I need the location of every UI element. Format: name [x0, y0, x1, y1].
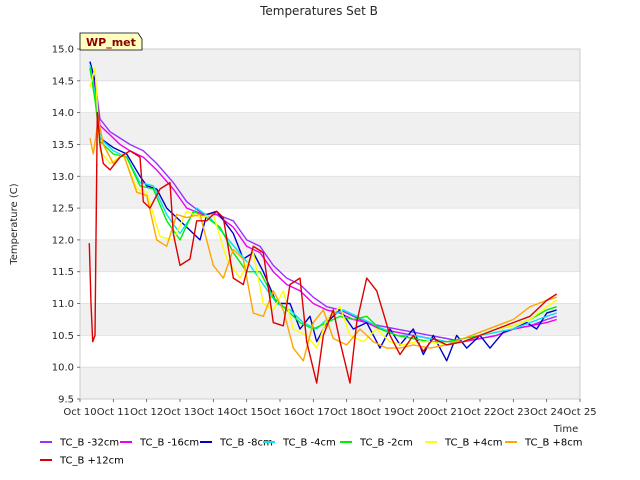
x-tick-label: Oct 13 — [163, 407, 196, 418]
x-tick-label: Oct 23 — [497, 407, 530, 418]
y-axis-title: Temperature (C) — [9, 183, 20, 265]
plot-area — [80, 49, 580, 399]
x-tick-label: Oct 24 — [530, 407, 563, 418]
y-tick-label: 14.5 — [52, 76, 74, 87]
x-tick-label: Oct 21 — [430, 407, 463, 418]
legend-label: TC_B +12cm — [59, 456, 124, 467]
badge-label: WP_met — [86, 36, 136, 49]
x-tick-label: Oct 10 — [63, 407, 96, 418]
x-tick-label: Oct 19 — [363, 407, 396, 418]
y-tick-label: 11.0 — [52, 299, 74, 310]
x-axis-ticks: Oct 10 Oct 11 Oct 12 Oct 13 Oct 14 Oct 15 Oct … — [63, 399, 597, 418]
y-tick-label: 14.0 — [52, 108, 74, 119]
y-tick-label: 15.0 — [52, 45, 74, 56]
y-tick-label: 11.5 — [52, 267, 74, 278]
legend-label: TC_B -4cm — [282, 438, 336, 449]
x-tick-label: Oct 25 — [563, 407, 596, 418]
x-tick-label: Oct 14 — [197, 407, 230, 418]
grid-band — [80, 49, 580, 81]
y-tick-label: 9.5 — [58, 395, 74, 406]
x-tick-label: Oct 22 — [463, 407, 496, 418]
x-tick-label: Oct 12 — [130, 407, 163, 418]
grid-band — [80, 112, 580, 145]
legend-label: TC_B -32cm — [59, 438, 119, 449]
y-tick-label: 12.0 — [52, 235, 74, 246]
legend: TC_B -32cm TC_B -16cm TC_B -8cm TC_B -4cm TC… — [40, 438, 583, 467]
series-line — [88, 111, 558, 384]
y-tick-label: 12.5 — [52, 204, 74, 215]
legend-label: TC_B -2cm — [359, 438, 413, 449]
y-tick-label: 10.5 — [52, 331, 74, 342]
chart-title: Temperatures Set B — [259, 4, 378, 18]
grid-band — [80, 367, 580, 399]
x-tick-label: Oct 18 — [330, 407, 363, 418]
series-layer — [88, 61, 558, 384]
x-tick-label: Oct 11 — [97, 407, 130, 418]
legend-label: TC_B +8cm — [524, 438, 583, 449]
grid-band — [80, 239, 580, 272]
x-tick-label: Oct 20 — [397, 407, 430, 418]
x-tick-label: Oct 16 — [263, 407, 296, 418]
legend-label: TC_B +4cm — [444, 438, 503, 449]
x-axis-title: Time — [553, 424, 578, 435]
plot-background — [80, 49, 580, 399]
series-line — [89, 67, 557, 343]
y-tick-label: 13.5 — [52, 140, 74, 151]
y-tick-label: 10.0 — [52, 363, 74, 374]
plot-frame — [79, 48, 581, 400]
wp-met-badge: WP_met — [79, 32, 143, 51]
x-tick-label: Oct 17 — [297, 407, 330, 418]
legend-label: TC_B -16cm — [139, 438, 199, 449]
series-line — [89, 67, 557, 343]
x-tick-label: Oct 15 — [230, 407, 263, 418]
y-axis-ticks: 9.5 10.0 10.5 11.0 11.5 12.0 12.5 13.0 13.5 14.0 1… — [52, 45, 80, 406]
y-tick-label: 13.0 — [52, 172, 74, 183]
legend-label: TC_B -8cm — [219, 438, 273, 449]
